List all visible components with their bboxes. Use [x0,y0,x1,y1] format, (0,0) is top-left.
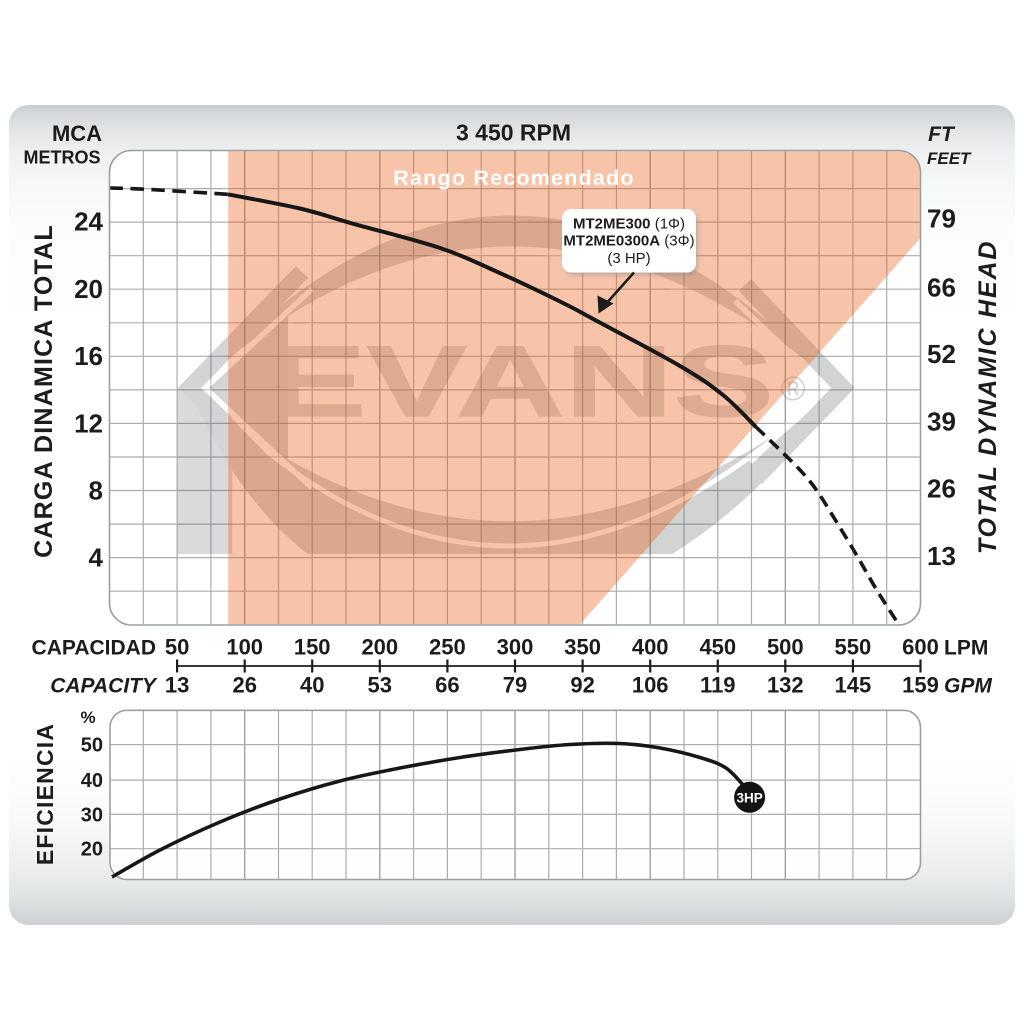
svg-text:CAPACITY: CAPACITY [50,675,158,698]
svg-text:53: 53 [368,673,392,698]
svg-text:300: 300 [497,635,534,660]
svg-text:CAPACIDAD: CAPACIDAD [32,637,156,660]
svg-text:159: 159 [902,673,939,698]
svg-text:20: 20 [74,274,103,304]
svg-text:400: 400 [632,635,669,660]
svg-text:26: 26 [232,673,256,698]
svg-text:250: 250 [429,635,466,660]
svg-text:13: 13 [165,673,189,698]
svg-text:150: 150 [294,635,331,660]
svg-text:26: 26 [927,473,956,503]
svg-text:145: 145 [835,673,872,698]
svg-text:66: 66 [435,673,459,698]
svg-text:66: 66 [927,272,956,302]
svg-text:®: ® [780,370,805,408]
svg-text:4: 4 [89,543,104,573]
svg-text:40: 40 [81,770,103,792]
svg-text:450: 450 [699,635,736,660]
svg-text:Rango Recomendado: Rango Recomendado [393,166,634,190]
svg-text:MT2ME300 (1Φ): MT2ME300 (1Φ) [573,216,685,233]
svg-text:13: 13 [927,541,956,571]
svg-text:79: 79 [503,673,527,698]
svg-text:GPM: GPM [944,675,992,698]
svg-text:24: 24 [74,207,103,237]
svg-text:MCA: MCA [52,121,102,146]
svg-text:20: 20 [81,839,103,861]
svg-text:(3 HP): (3 HP) [607,250,650,267]
svg-text:500: 500 [767,635,804,660]
svg-text:TOTAL DYNAMIC HEAD: TOTAL DYNAMIC HEAD [974,240,1002,554]
svg-text:40: 40 [300,673,324,698]
svg-text:MT2ME0300A (3Φ): MT2ME0300A (3Φ) [563,233,694,250]
svg-text:132: 132 [767,673,804,698]
svg-text:8: 8 [89,475,103,505]
svg-text:92: 92 [570,673,594,698]
svg-text:200: 200 [361,635,398,660]
svg-text:LPM: LPM [944,637,988,660]
svg-text:79: 79 [927,204,956,234]
svg-text:52: 52 [927,339,956,369]
svg-text:CARGA DINAMICA TOTAL: CARGA DINAMICA TOTAL [30,224,58,558]
svg-text:3 450 RPM: 3 450 RPM [456,120,571,146]
svg-text:39: 39 [927,406,956,436]
svg-text:106: 106 [632,673,669,698]
svg-text:FT: FT [928,123,956,146]
svg-text:16: 16 [74,341,103,371]
svg-text:3HP: 3HP [736,791,762,806]
svg-text:119: 119 [700,673,736,698]
svg-text:550: 550 [835,635,872,660]
svg-text:EVANS: EVANS [266,326,774,438]
svg-text:EFICIENCIA: EFICIENCIA [32,723,58,865]
svg-text:METROS: METROS [23,148,100,168]
svg-text:30: 30 [81,804,103,826]
svg-text:%: % [80,708,95,727]
svg-text:600: 600 [902,635,939,660]
svg-text:12: 12 [74,408,103,438]
svg-text:FEET: FEET [927,149,972,168]
svg-text:350: 350 [564,635,601,660]
svg-text:100: 100 [226,635,263,660]
svg-text:50: 50 [81,735,103,757]
svg-text:50: 50 [165,635,189,660]
